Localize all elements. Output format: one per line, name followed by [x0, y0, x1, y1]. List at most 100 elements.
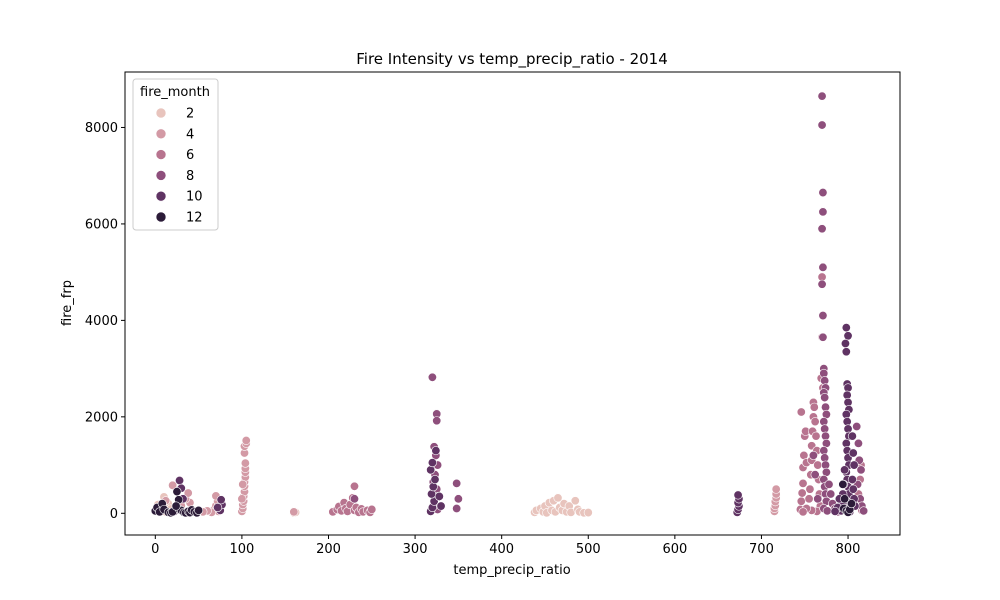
- data-point-month-10: [843, 331, 853, 341]
- data-point-month-8: [818, 311, 828, 321]
- legend-marker-2: [155, 107, 167, 119]
- legend-label-10: 10: [186, 190, 203, 205]
- data-point-month-10: [216, 495, 226, 505]
- data-point-month-12: [172, 487, 182, 497]
- data-point-month-10: [830, 506, 840, 516]
- data-point-month-4: [289, 507, 299, 517]
- data-point-month-8: [817, 224, 827, 234]
- data-point-month-10: [841, 347, 851, 357]
- data-point-month-8: [817, 279, 827, 289]
- plot-area: [124, 71, 901, 536]
- y-axis-label: fire_frp: [60, 280, 75, 326]
- data-point-month-6: [809, 402, 819, 412]
- data-point-month-2: [553, 493, 563, 503]
- legend-label-12: 12: [186, 211, 203, 226]
- data-point-month-4: [183, 488, 193, 498]
- data-point-month-4: [168, 480, 178, 490]
- x-tick-label: 800: [836, 542, 861, 557]
- data-point-month-8: [818, 188, 828, 198]
- y-tick-label: 0: [110, 507, 118, 522]
- data-point-month-12: [840, 494, 850, 504]
- data-point-month-6: [798, 507, 808, 517]
- data-point-month-10: [840, 339, 850, 349]
- data-point-month-10: [733, 490, 743, 500]
- legend-marker-4: [155, 128, 167, 140]
- legend-label-2: 2: [186, 107, 194, 122]
- data-point-month-8: [824, 479, 834, 489]
- y-tick-label: 6000: [85, 217, 118, 232]
- legend-label-8: 8: [186, 169, 194, 184]
- y-axis-ticks: 0 2000 4000 6000 8000: [85, 121, 125, 522]
- x-axis-ticks: 0 100 200 300 400 500 600 700 800: [151, 535, 860, 557]
- data-point-month-6: [804, 494, 814, 504]
- x-tick-label: 0: [151, 542, 159, 557]
- data-point-month-8: [817, 120, 827, 130]
- data-point-month-6: [810, 417, 820, 427]
- data-point-month-2: [583, 508, 593, 518]
- legend-marker-10: [155, 190, 167, 202]
- data-point-month-6: [798, 478, 808, 488]
- data-point-month-10: [847, 475, 857, 485]
- data-point-month-10: [175, 475, 185, 485]
- data-point-month-8: [452, 503, 462, 513]
- data-point-month-10: [434, 491, 444, 501]
- data-point-month-8: [452, 478, 462, 488]
- legend-label-4: 4: [186, 127, 194, 142]
- x-tick-label: 700: [749, 542, 774, 557]
- data-point-month-12: [847, 499, 857, 509]
- data-point-month-8: [432, 416, 442, 426]
- legend-title: fire_month: [140, 85, 210, 100]
- y-tick-label: 8000: [85, 121, 118, 136]
- data-point-month-10: [213, 503, 223, 513]
- legend-marker-6: [155, 149, 167, 160]
- data-point-month-8: [856, 465, 866, 475]
- data-point-month-8: [813, 494, 823, 504]
- x-tick-label: 400: [489, 542, 514, 557]
- data-point-month-8: [453, 494, 463, 504]
- data-point-month-10: [841, 323, 851, 333]
- data-point-month-8: [822, 506, 832, 516]
- chart-title: Fire Intensity vs temp_precip_ratio - 20…: [356, 50, 668, 69]
- data-point-month-10: [849, 460, 859, 470]
- legend-box: [132, 78, 219, 231]
- data-point-month-12: [838, 479, 848, 489]
- data-point-month-4: [237, 494, 247, 504]
- data-point-month-4: [240, 458, 250, 468]
- data-point-month-8: [349, 494, 359, 504]
- data-point-month-10: [427, 458, 437, 468]
- legend-label-6: 6: [186, 148, 194, 163]
- data-point-month-4: [238, 479, 248, 489]
- data-point-month-8: [853, 438, 863, 448]
- data-point-month-8: [427, 372, 437, 382]
- data-point-month-6: [796, 407, 806, 417]
- legend-marker-12: [155, 211, 167, 223]
- legend: fire_month 2 4 6 8 10 12: [132, 78, 219, 231]
- x-axis-label: temp_precip_ratio: [453, 563, 570, 578]
- data-point-month-8: [820, 393, 830, 403]
- data-point-month-10: [430, 475, 440, 485]
- data-point-month-6: [797, 488, 807, 498]
- data-point-month-8: [818, 332, 828, 342]
- data-point-month-10: [847, 431, 857, 441]
- x-tick-label: 200: [316, 542, 341, 557]
- x-tick-label: 600: [662, 542, 687, 557]
- data-point-month-8: [852, 421, 862, 431]
- data-point-month-8: [859, 506, 869, 516]
- data-point-month-8: [817, 91, 827, 101]
- data-point-month-4: [241, 435, 251, 445]
- data-point-month-6: [367, 504, 377, 514]
- data-point-month-4: [771, 484, 781, 494]
- data-point-month-10: [848, 448, 858, 458]
- x-tick-label: 100: [229, 542, 254, 557]
- data-point-month-8: [826, 489, 836, 499]
- legend-entries: 2 4 6 8 10 12: [155, 107, 203, 226]
- y-tick-label: 4000: [85, 314, 118, 329]
- data-point-month-8: [818, 262, 828, 272]
- data-point-month-6: [805, 484, 815, 494]
- data-point-month-6: [349, 481, 359, 491]
- data-point-month-6: [796, 496, 806, 506]
- data-point-month-12: [194, 505, 204, 515]
- data-point-month-6: [813, 460, 823, 470]
- data-point-month-8: [810, 470, 820, 480]
